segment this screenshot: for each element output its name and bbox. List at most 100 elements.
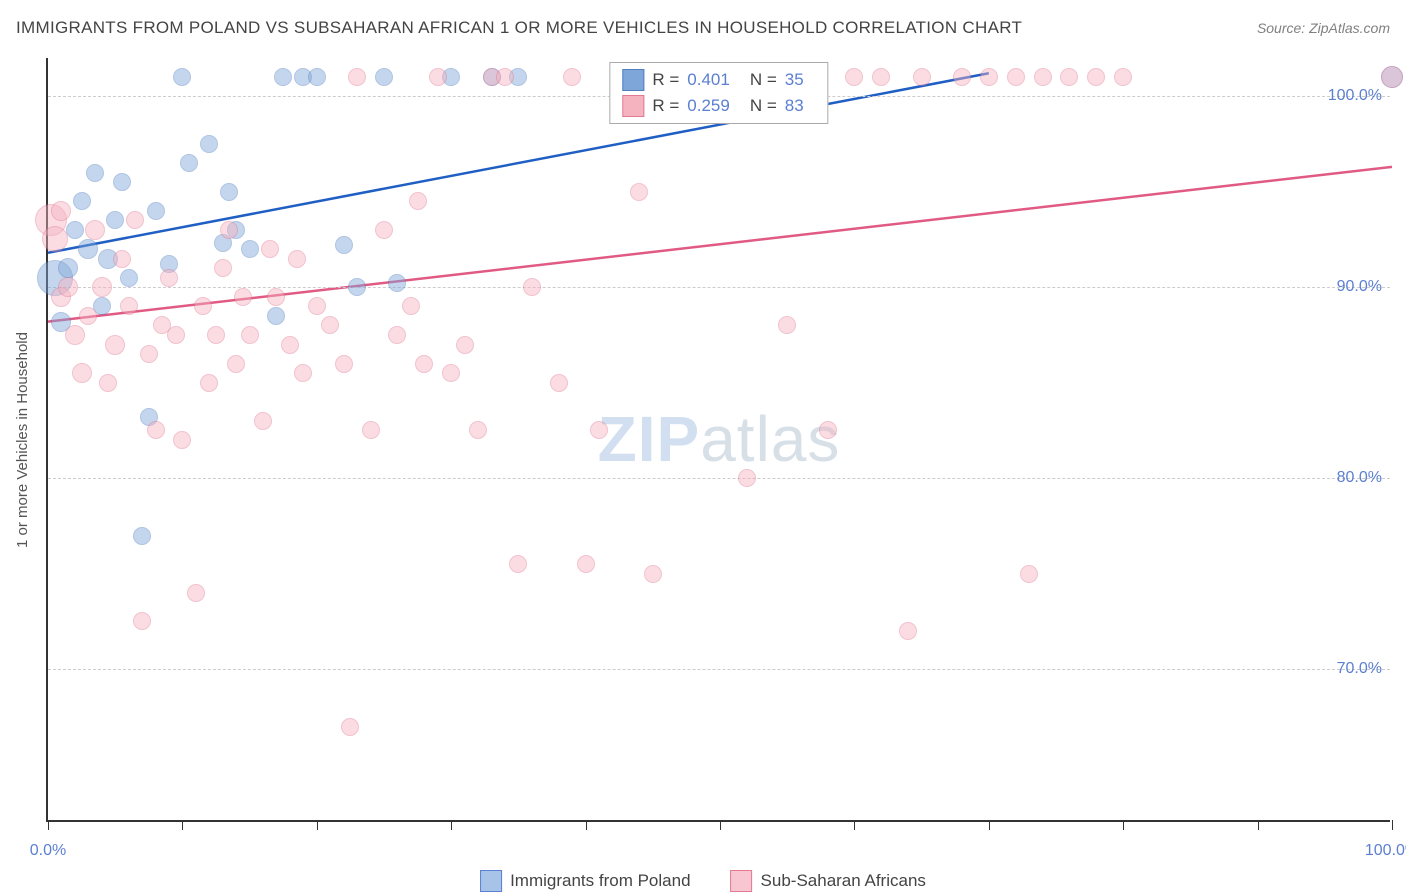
legend-row: R = 0.401 N = 35	[622, 67, 815, 93]
legend-swatch	[622, 69, 644, 91]
data-point	[1087, 68, 1105, 86]
x-tick	[854, 820, 855, 830]
chart-title: IMMIGRANTS FROM POLAND VS SUBSAHARAN AFR…	[16, 18, 1022, 38]
data-point	[58, 277, 78, 297]
data-point	[550, 374, 568, 392]
data-point	[241, 240, 259, 258]
x-tick	[1123, 820, 1124, 830]
data-point	[348, 68, 366, 86]
x-tick-label: 100.0%	[1365, 842, 1406, 860]
x-tick	[451, 820, 452, 830]
data-point	[85, 220, 105, 240]
data-point	[523, 278, 541, 296]
data-point	[160, 269, 178, 287]
data-point	[187, 584, 205, 602]
data-point	[267, 288, 285, 306]
data-point	[913, 68, 931, 86]
data-point	[845, 68, 863, 86]
data-point	[308, 297, 326, 315]
data-point	[147, 202, 165, 220]
y-tick-label: 80.0%	[1337, 469, 1382, 487]
source-attribution: Source: ZipAtlas.com	[1257, 20, 1390, 36]
gridline	[48, 478, 1390, 479]
data-point	[335, 355, 353, 373]
data-point	[167, 326, 185, 344]
data-point	[980, 68, 998, 86]
data-point	[294, 364, 312, 382]
x-tick	[48, 820, 49, 830]
data-point	[577, 555, 595, 573]
data-point	[288, 250, 306, 268]
data-point	[409, 192, 427, 210]
data-point	[180, 154, 198, 172]
data-point	[173, 431, 191, 449]
legend-n-value: 35	[785, 70, 804, 90]
data-point	[308, 68, 326, 86]
data-point	[1034, 68, 1052, 86]
data-point	[348, 278, 366, 296]
data-point	[778, 316, 796, 334]
data-point	[194, 297, 212, 315]
data-point	[66, 221, 84, 239]
data-point	[214, 259, 232, 277]
data-point	[113, 250, 131, 268]
series-legend: Immigrants from Poland Sub-Saharan Africa…	[480, 870, 926, 892]
data-point	[173, 68, 191, 86]
data-point	[644, 565, 662, 583]
data-point	[99, 374, 117, 392]
legend-r-value: 0.259	[687, 96, 730, 116]
data-point	[113, 173, 131, 191]
correlation-legend: R = 0.401 N = 35R = 0.259 N = 83	[609, 62, 828, 124]
data-point	[220, 183, 238, 201]
data-point	[58, 258, 78, 278]
data-point	[133, 527, 151, 545]
y-tick-label: 70.0%	[1337, 660, 1382, 678]
data-point	[200, 135, 218, 153]
data-point	[738, 469, 756, 487]
y-axis-label: 1 or more Vehicles in Household	[14, 332, 31, 548]
data-point	[261, 240, 279, 258]
legend-item: Sub-Saharan Africans	[731, 870, 926, 892]
watermark-light: atlas	[700, 403, 840, 475]
data-point	[42, 226, 68, 252]
legend-label: Immigrants from Poland	[510, 871, 690, 891]
legend-r-label: R =	[652, 70, 679, 90]
data-point	[51, 201, 71, 221]
data-point	[105, 335, 125, 355]
data-point	[92, 277, 112, 297]
y-tick-label: 90.0%	[1337, 278, 1382, 296]
x-tick	[1258, 820, 1259, 830]
watermark-bold: ZIP	[598, 403, 701, 475]
data-point	[220, 221, 238, 239]
data-point	[86, 164, 104, 182]
data-point	[388, 274, 406, 292]
data-point	[1381, 66, 1403, 88]
data-point	[819, 421, 837, 439]
watermark: ZIPatlas	[598, 402, 841, 476]
data-point	[120, 297, 138, 315]
legend-n-value: 83	[785, 96, 804, 116]
data-point	[241, 326, 259, 344]
gridline	[48, 669, 1390, 670]
plot-area: ZIPatlas R = 0.401 N = 35R = 0.259 N = 83 70.0…	[46, 58, 1390, 822]
data-point	[140, 345, 158, 363]
data-point	[147, 421, 165, 439]
data-point	[872, 68, 890, 86]
data-point	[402, 297, 420, 315]
data-point	[899, 622, 917, 640]
data-point	[563, 68, 581, 86]
data-point	[456, 336, 474, 354]
data-point	[207, 326, 225, 344]
legend-item: Immigrants from Poland	[480, 870, 690, 892]
legend-n-label: N =	[750, 96, 777, 116]
legend-r-value: 0.401	[687, 70, 730, 90]
x-tick-label: 0.0%	[30, 842, 66, 860]
data-point	[469, 421, 487, 439]
gridline	[48, 287, 1390, 288]
legend-n-label: N =	[750, 70, 777, 90]
x-tick	[317, 820, 318, 830]
legend-label: Sub-Saharan Africans	[761, 871, 926, 891]
data-point	[415, 355, 433, 373]
data-point	[254, 412, 272, 430]
data-point	[200, 374, 218, 392]
